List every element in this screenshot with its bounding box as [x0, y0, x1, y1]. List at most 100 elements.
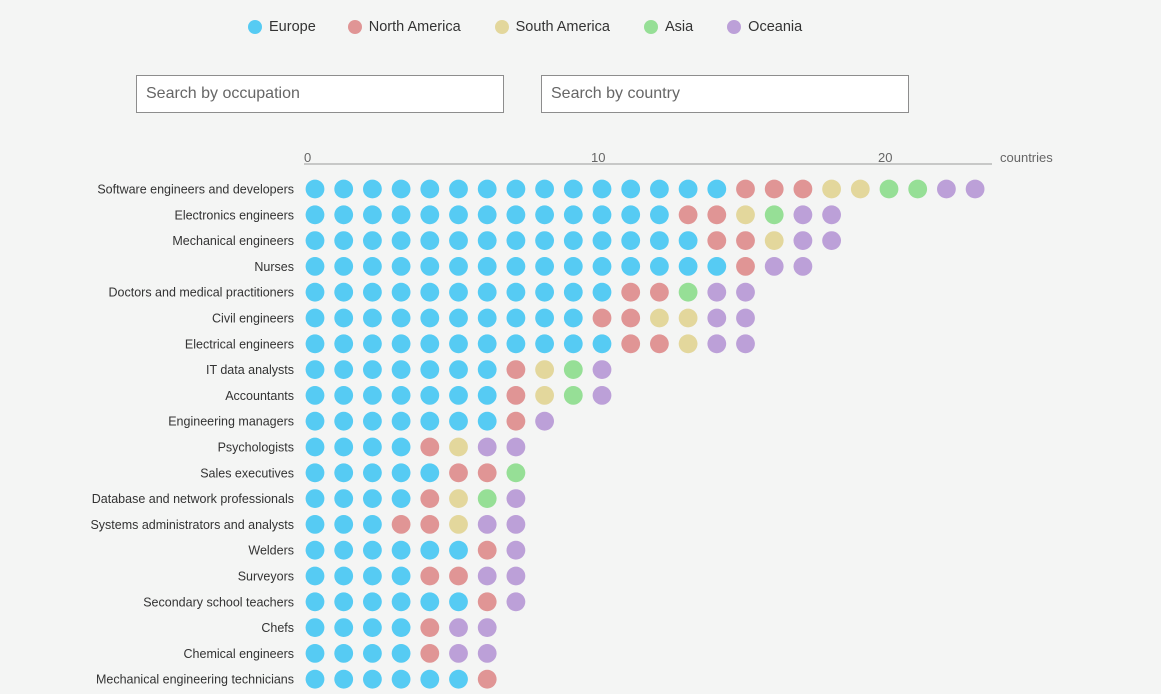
- dot-as[interactable]: [563, 386, 583, 405]
- dot-eu[interactable]: [334, 566, 354, 586]
- dot-eu[interactable]: [621, 231, 641, 251]
- dot-eu[interactable]: [305, 257, 325, 276]
- dot-eu[interactable]: [363, 334, 382, 354]
- dot-eu[interactable]: [334, 360, 354, 379]
- dot-na[interactable]: [793, 179, 813, 199]
- dot-eu[interactable]: [334, 411, 354, 431]
- dot-oc[interactable]: [793, 231, 813, 251]
- dot-eu[interactable]: [678, 179, 698, 199]
- dot-eu[interactable]: [305, 437, 325, 457]
- dot-eu[interactable]: [334, 540, 354, 560]
- dot-na[interactable]: [736, 179, 755, 199]
- dot-eu[interactable]: [621, 257, 641, 276]
- dot-eu[interactable]: [420, 231, 440, 251]
- dot-eu[interactable]: [334, 463, 354, 483]
- dot-eu[interactable]: [334, 592, 354, 612]
- occupation-row[interactable]: Database and network professionals: [92, 489, 526, 508]
- dot-eu[interactable]: [420, 411, 440, 431]
- dot-eu[interactable]: [592, 231, 612, 251]
- dot-eu[interactable]: [477, 308, 497, 328]
- dot-eu[interactable]: [506, 231, 526, 251]
- dot-eu[interactable]: [391, 669, 411, 689]
- dot-eu[interactable]: [391, 282, 411, 302]
- dot-sa[interactable]: [736, 205, 755, 225]
- dot-eu[interactable]: [363, 515, 382, 534]
- dot-na[interactable]: [420, 566, 440, 586]
- dot-eu[interactable]: [334, 334, 354, 354]
- occupation-row[interactable]: IT data analysts: [206, 360, 612, 379]
- dot-na[interactable]: [449, 463, 468, 483]
- dot-eu[interactable]: [305, 592, 325, 612]
- dot-eu[interactable]: [391, 566, 411, 586]
- dot-eu[interactable]: [334, 437, 354, 457]
- dot-oc[interactable]: [506, 515, 526, 534]
- dot-oc[interactable]: [506, 592, 526, 612]
- dot-eu[interactable]: [363, 489, 382, 508]
- dot-na[interactable]: [621, 282, 641, 302]
- dot-eu[interactable]: [592, 257, 612, 276]
- dot-na[interactable]: [449, 566, 468, 586]
- dot-eu[interactable]: [592, 179, 612, 199]
- dot-eu[interactable]: [506, 179, 526, 199]
- dot-eu[interactable]: [592, 205, 612, 225]
- dot-eu[interactable]: [334, 644, 354, 663]
- dot-eu[interactable]: [363, 205, 382, 225]
- dot-eu[interactable]: [563, 282, 583, 302]
- dot-eu[interactable]: [650, 179, 669, 199]
- dot-eu[interactable]: [707, 257, 727, 276]
- dot-oc[interactable]: [793, 257, 813, 276]
- dot-eu[interactable]: [363, 411, 382, 431]
- dot-eu[interactable]: [506, 257, 526, 276]
- occupation-row[interactable]: Welders: [248, 540, 526, 560]
- dot-eu[interactable]: [477, 257, 497, 276]
- dot-na[interactable]: [506, 411, 526, 431]
- dot-eu[interactable]: [391, 257, 411, 276]
- dot-eu[interactable]: [592, 334, 612, 354]
- dot-oc[interactable]: [793, 205, 813, 225]
- dot-oc[interactable]: [764, 257, 784, 276]
- search-occupation-input[interactable]: [136, 75, 504, 113]
- dot-eu[interactable]: [563, 231, 583, 251]
- dot-oc[interactable]: [477, 515, 497, 534]
- dot-eu[interactable]: [391, 540, 411, 560]
- dot-eu[interactable]: [391, 463, 411, 483]
- dot-eu[interactable]: [305, 669, 325, 689]
- dot-eu[interactable]: [363, 257, 382, 276]
- dot-eu[interactable]: [477, 360, 497, 379]
- dot-na[interactable]: [420, 644, 440, 663]
- dot-eu[interactable]: [305, 515, 325, 534]
- dot-eu[interactable]: [621, 205, 641, 225]
- dot-na[interactable]: [477, 540, 497, 560]
- occupation-row[interactable]: Electronics engineers: [174, 205, 841, 225]
- dot-eu[interactable]: [363, 669, 382, 689]
- occupation-row[interactable]: Secondary school teachers: [143, 592, 526, 612]
- dot-eu[interactable]: [563, 334, 583, 354]
- dot-as[interactable]: [506, 463, 526, 483]
- dot-oc[interactable]: [736, 308, 755, 328]
- dot-na[interactable]: [506, 360, 526, 379]
- dot-eu[interactable]: [449, 205, 468, 225]
- dot-na[interactable]: [420, 437, 440, 457]
- dot-eu[interactable]: [506, 205, 526, 225]
- dot-eu[interactable]: [477, 282, 497, 302]
- occupation-row[interactable]: Software engineers and developers: [97, 179, 985, 199]
- dot-as[interactable]: [879, 179, 899, 199]
- dot-eu[interactable]: [420, 592, 440, 612]
- dot-na[interactable]: [420, 515, 440, 534]
- dot-eu[interactable]: [363, 179, 382, 199]
- dot-eu[interactable]: [305, 566, 325, 586]
- occupation-row[interactable]: Chemical engineers: [184, 644, 497, 663]
- dot-eu[interactable]: [506, 308, 526, 328]
- dot-na[interactable]: [420, 618, 440, 637]
- dot-eu[interactable]: [621, 179, 641, 199]
- dot-eu[interactable]: [305, 205, 325, 225]
- dot-na[interactable]: [678, 205, 698, 225]
- dot-oc[interactable]: [506, 489, 526, 508]
- dot-eu[interactable]: [449, 231, 468, 251]
- dot-eu[interactable]: [305, 360, 325, 379]
- dot-na[interactable]: [477, 463, 497, 483]
- dot-eu[interactable]: [449, 308, 468, 328]
- dot-eu[interactable]: [420, 205, 440, 225]
- dot-eu[interactable]: [305, 644, 325, 663]
- occupation-row[interactable]: Surveyors: [238, 566, 526, 586]
